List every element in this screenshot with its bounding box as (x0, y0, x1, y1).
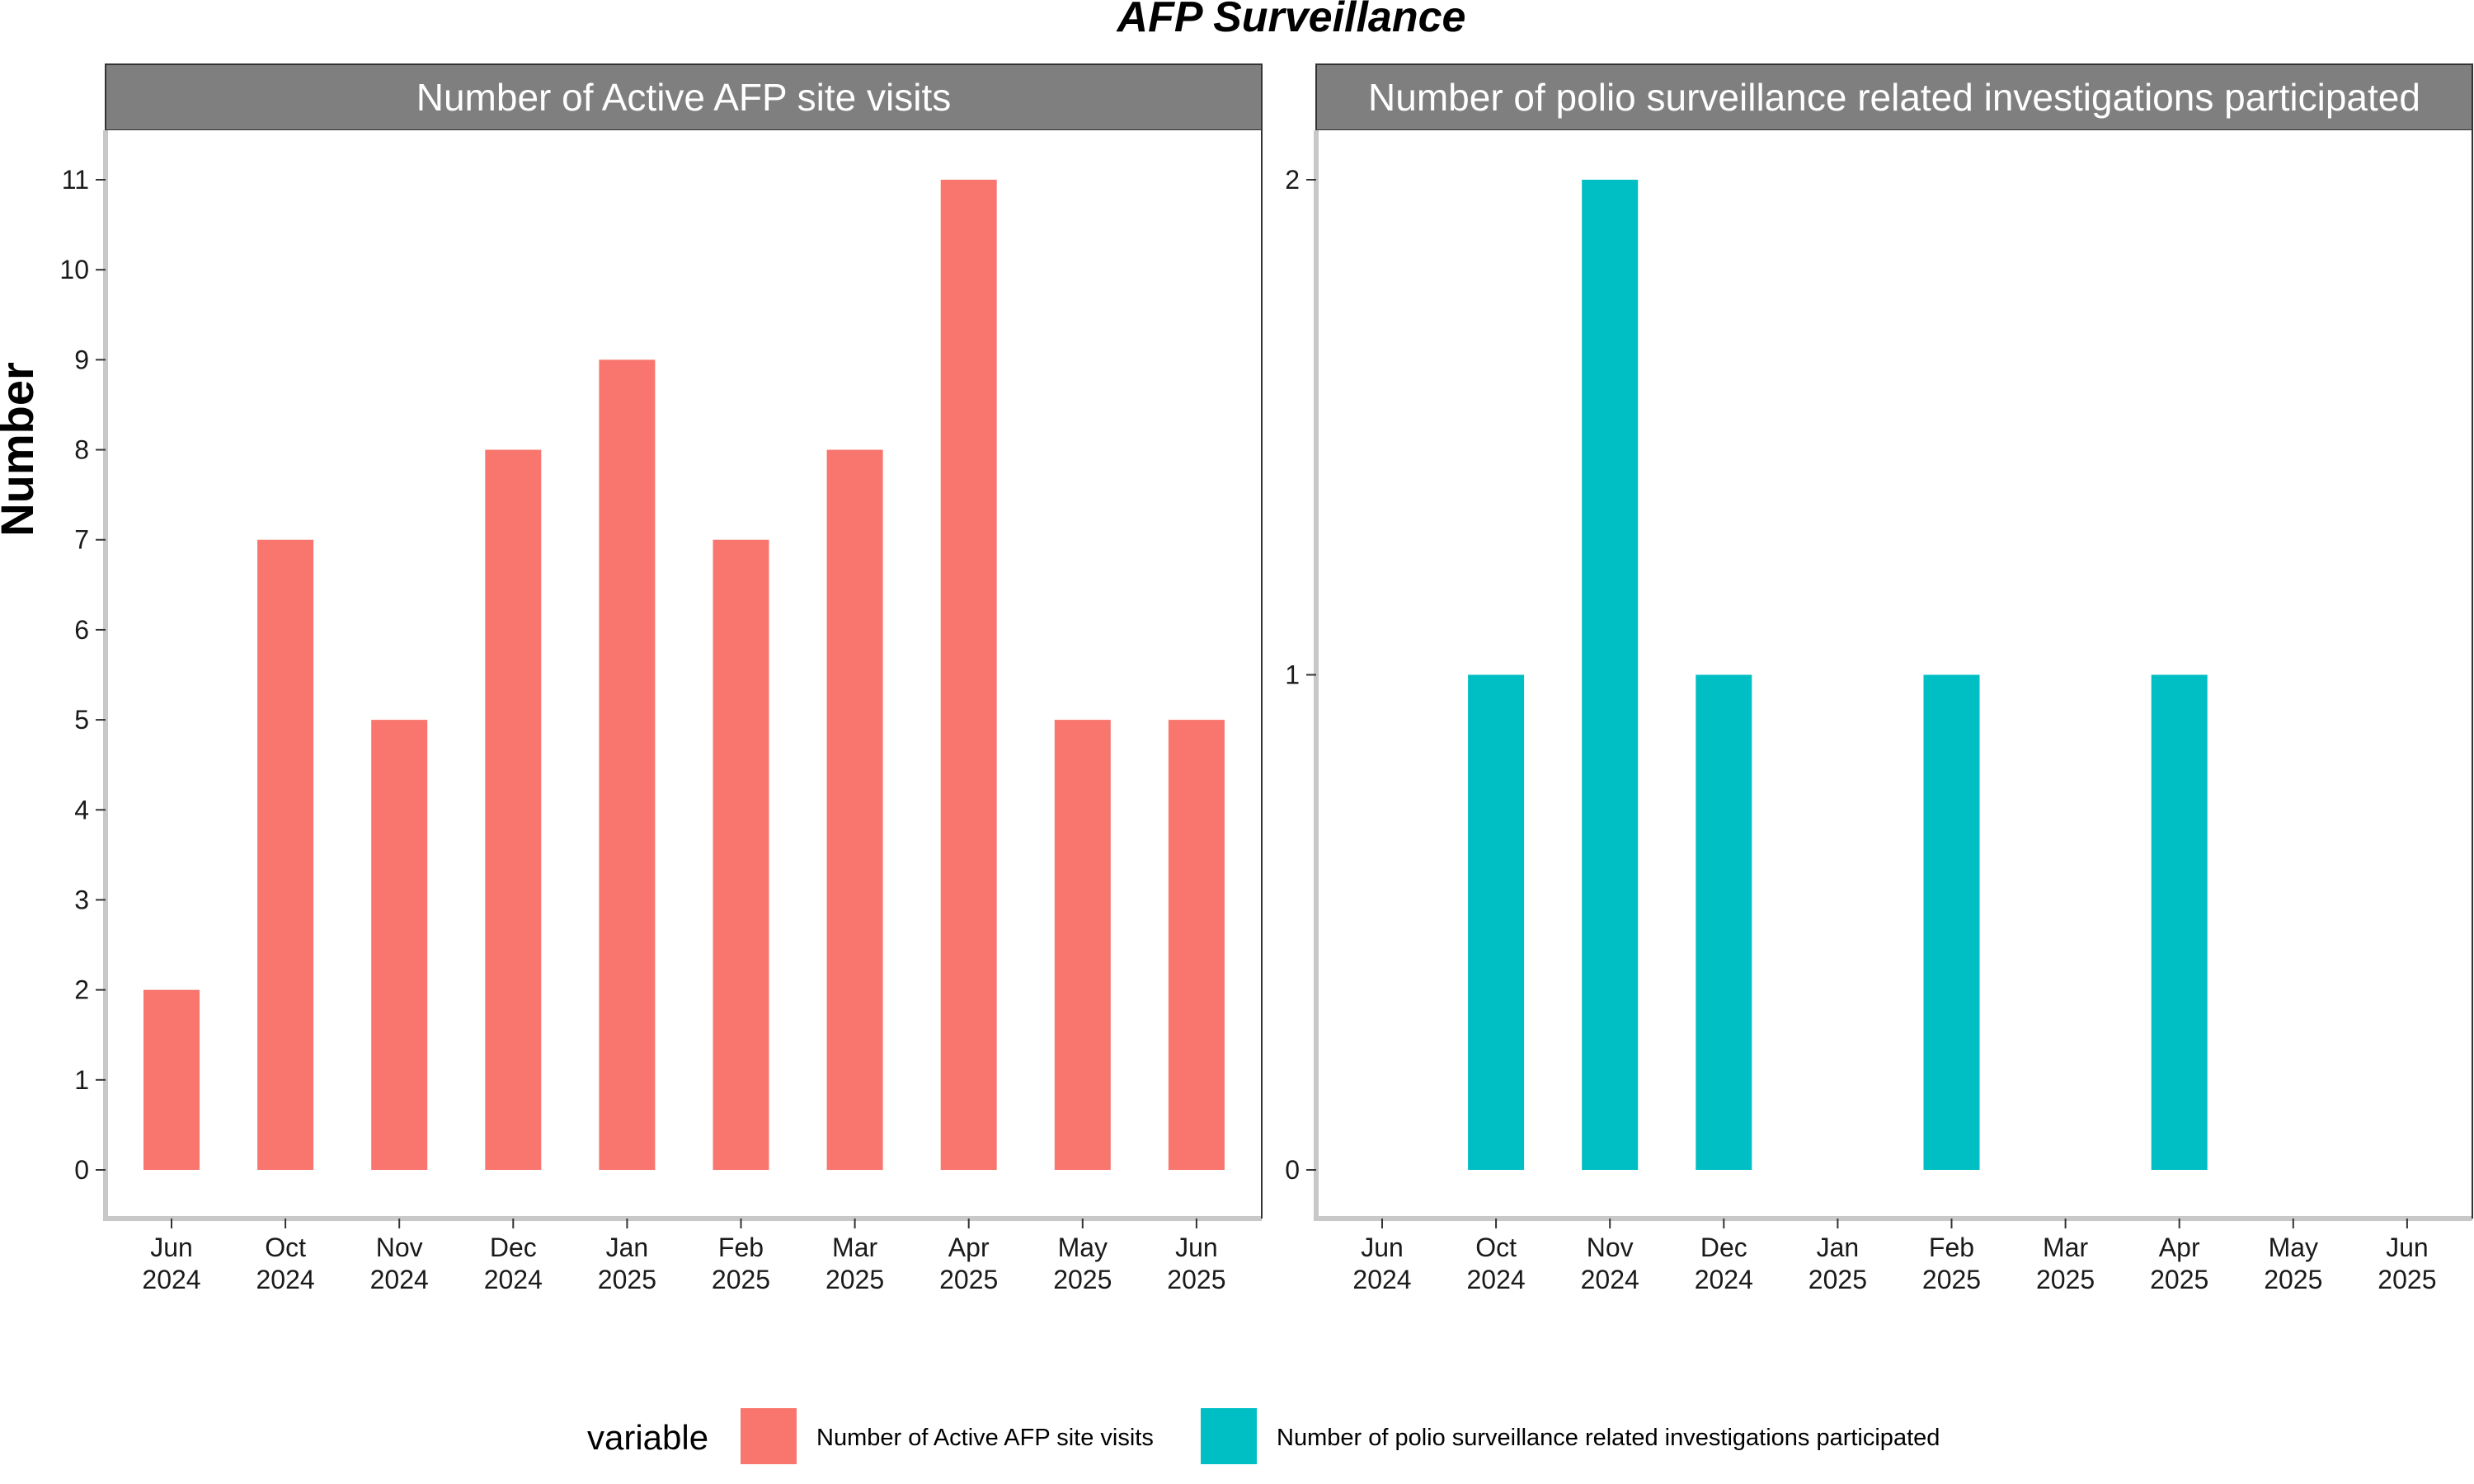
x-tick-label-year: 2025 (2378, 1265, 2436, 1294)
legend-key-0 (741, 1408, 797, 1464)
x-tick-label-month: Nov (376, 1233, 423, 1262)
bar-apr-2025 (940, 180, 997, 1170)
x-tick-label-year: 2025 (939, 1265, 998, 1294)
x-tick-label-month: Mar (832, 1233, 877, 1262)
x-tick-label-year: 2024 (142, 1265, 200, 1294)
y-tick-label: 3 (74, 885, 89, 914)
legend-label-1: Number of polio surveillance related inv… (1277, 1425, 1940, 1451)
bar-feb-2025 (713, 539, 769, 1170)
bar-jun-2025 (1168, 720, 1225, 1170)
x-tick-label-month: Feb (1929, 1233, 1974, 1262)
x-tick-label-month: Jun (1361, 1233, 1404, 1262)
x-tick-label-year: 2025 (712, 1265, 770, 1294)
y-tick-label: 6 (74, 615, 89, 645)
bar-mar-2025 (826, 449, 883, 1170)
x-tick-label-month: Feb (718, 1233, 764, 1262)
bar-nov-2024 (371, 720, 428, 1170)
panel-strip-label: Number of polio surveillance related inv… (1368, 76, 2420, 119)
bar-apr-2025 (2151, 674, 2208, 1170)
x-tick-label-year: 2025 (2150, 1265, 2208, 1294)
x-tick-label-month: Jan (1817, 1233, 1860, 1262)
x-tick-label-month: Dec (490, 1233, 537, 1262)
x-tick-label-month: May (2269, 1233, 2318, 1262)
panel-1: Number of Active AFP site visits 0 1 2 3 4 5 6 7… (59, 63, 1263, 1294)
x-tick-label-year: 2024 (484, 1265, 543, 1294)
panel-strip (105, 63, 1263, 131)
x-tick-label-month: Mar (2043, 1233, 2088, 1262)
x-tick-label-month: Jun (150, 1233, 193, 1262)
bar-jan-2025 (599, 359, 656, 1170)
bar-nov-2024 (1582, 180, 1639, 1170)
y-axis-label: Number (0, 362, 43, 537)
bar-dec-2024 (485, 449, 542, 1170)
x-tick-label-month: Apr (948, 1233, 990, 1262)
y-tick-label: 2 (1285, 165, 1300, 195)
x-tick-label-year: 2025 (2264, 1265, 2322, 1294)
x-tick-label-year: 2024 (1467, 1265, 1526, 1294)
legend-title: variable (587, 1418, 708, 1457)
bar-oct-2024 (1468, 674, 1525, 1170)
x-tick-label-month: Nov (1587, 1233, 1634, 1262)
x-tick-label-year: 2025 (825, 1265, 884, 1294)
y-tick-label: 2 (74, 975, 89, 1005)
y-tick-label: 7 (74, 525, 89, 555)
y-tick-label: 1 (1285, 660, 1300, 690)
panel-2: Number of polio surveillance related inv… (1285, 63, 2473, 1294)
x-tick-label-year: 2025 (1808, 1265, 1867, 1294)
x-tick-label-year: 2025 (1922, 1265, 1981, 1294)
x-tick-label-year: 2025 (1167, 1265, 1225, 1294)
bar-oct-2024 (257, 539, 314, 1170)
x-tick-label-month: May (1058, 1233, 1108, 1262)
bar-jun-2024 (143, 989, 200, 1170)
x-tick-label-year: 2024 (1695, 1265, 1753, 1294)
legend-key-1 (1201, 1408, 1257, 1464)
x-tick-label-year: 2024 (256, 1265, 315, 1294)
y-tick-label: 0 (1285, 1155, 1300, 1185)
x-tick-label-month: Dec (1700, 1233, 1747, 1262)
legend: variable Number of Active AFP site visit… (587, 1408, 1940, 1464)
x-tick-label-month: Jan (606, 1233, 649, 1262)
y-tick-label: 9 (74, 345, 89, 374)
y-tick-label: 0 (74, 1155, 89, 1185)
y-tick-label: 11 (62, 165, 89, 195)
x-tick-label-year: 2025 (1053, 1265, 1112, 1294)
panel-strip-label: Number of Active AFP site visits (416, 76, 952, 119)
x-tick-label-year: 2024 (1352, 1265, 1411, 1294)
bar-dec-2024 (1696, 674, 1752, 1170)
bar-feb-2025 (1923, 674, 1980, 1170)
y-tick-label: 4 (74, 795, 89, 824)
x-tick-label-month: Oct (265, 1233, 306, 1262)
x-tick-label-year: 2025 (2036, 1265, 2095, 1294)
y-tick-label: 8 (74, 435, 89, 465)
legend-label-0: Number of Active AFP site visits (816, 1425, 1154, 1451)
x-tick-label-month: Jun (1175, 1233, 1218, 1262)
panel-strip (1315, 63, 2473, 131)
x-tick-label-year: 2024 (370, 1265, 429, 1294)
chart-title: AFP Surveillance (1116, 0, 1466, 41)
x-tick-label-year: 2025 (598, 1265, 656, 1294)
y-tick-label: 10 (59, 255, 89, 284)
x-tick-label-month: Oct (1475, 1233, 1517, 1262)
x-tick-label-year: 2024 (1581, 1265, 1639, 1294)
bar-may-2025 (1054, 720, 1111, 1170)
facet-panels: Number of Active AFP site visits 0 1 2 3 4 5 6 7… (59, 63, 2473, 1294)
x-tick-label-month: Jun (2386, 1233, 2429, 1262)
y-tick-label: 1 (74, 1065, 89, 1095)
y-tick-label: 5 (74, 705, 89, 735)
x-tick-label-month: Apr (2159, 1233, 2200, 1262)
